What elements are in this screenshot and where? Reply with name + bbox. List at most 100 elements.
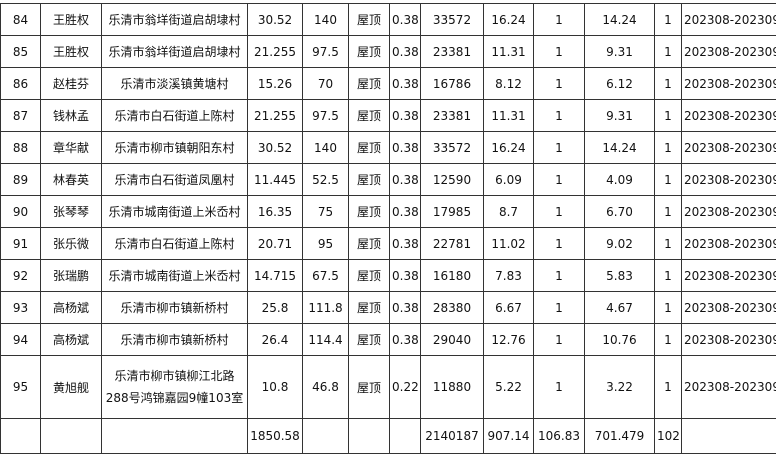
- table-cell: 202308-202309: [681, 163, 776, 196]
- table-cell: 10.8: [247, 355, 303, 419]
- table-cell: 15.26: [247, 67, 303, 100]
- table-cell: 1: [533, 35, 585, 68]
- table-cell: 黄旭舰: [40, 355, 102, 419]
- table-cell: 1: [533, 227, 585, 260]
- table-cell: 屋顶: [348, 259, 390, 292]
- table-cell: 85: [0, 35, 41, 68]
- table-cell: 202308-202309: [681, 259, 776, 292]
- table-cell: 102.79: [654, 418, 682, 454]
- table-cell: 2140187: [420, 418, 484, 454]
- table-cell: 1: [533, 195, 585, 228]
- table-cell: 1: [533, 67, 585, 100]
- table-row: 92 张瑞鹏 乐清市城南街道上米岙村 14.715 67.5 屋顶 0.38 16180 7.8…: [0, 259, 776, 292]
- table-cell: 11.31: [483, 35, 534, 68]
- table-row: 84 王胜权 乐清市翁垟街道启胡埭村 30.52 140 屋顶 0.38 33572 16.24…: [0, 3, 776, 36]
- table-cell: 0.38: [389, 99, 421, 132]
- table-cell: 94: [0, 323, 41, 356]
- table-cell: 92: [0, 259, 41, 292]
- table-cell: 1: [654, 163, 682, 196]
- table-cell: 1: [654, 323, 682, 356]
- table-cell: 701.479: [584, 418, 655, 454]
- table-cell: 86: [0, 67, 41, 100]
- table-cell: 4.67: [584, 291, 655, 324]
- table-cell: 0.38: [389, 227, 421, 260]
- table-row: 93 高杨斌 乐清市柳市镇新桥村 25.8 111.8 屋顶 0.38 28380 6.67 1 4…: [0, 291, 776, 324]
- table-cell: 11.31: [483, 99, 534, 132]
- table-cell: 14.715: [247, 259, 303, 292]
- table-cell: 140: [302, 131, 349, 164]
- table-cell: 1: [654, 195, 682, 228]
- table-cell: 1: [654, 3, 682, 36]
- table-cell: 17985: [420, 195, 484, 228]
- table-cell: 202308-202309: [681, 35, 776, 68]
- table-cell: 202308-202309: [681, 131, 776, 164]
- table-cell: 202308-202309: [681, 195, 776, 228]
- table-cell: 9.31: [584, 35, 655, 68]
- table-row: 87 钱林孟 乐清市白石街道上陈村 21.255 97.5 屋顶 0.38 23381 11.3…: [0, 99, 776, 132]
- table-row: 95 黄旭舰 乐清市柳市镇柳江北路288号鸿锦嘉园9幢103室 10.8 46.8 屋顶 0…: [0, 355, 776, 419]
- table-cell: 202308-202309: [681, 323, 776, 356]
- table-cell: 4.09: [584, 163, 655, 196]
- table-cell: 屋顶: [348, 323, 390, 356]
- table-cell: 1: [533, 3, 585, 36]
- table-cell: 5.83: [584, 259, 655, 292]
- table-cell: 高杨斌: [40, 323, 102, 356]
- table-cell: 21.255: [247, 99, 303, 132]
- table-cell: 1: [654, 99, 682, 132]
- table-cell: 25.8: [247, 291, 303, 324]
- table-cell: 1: [654, 227, 682, 260]
- table-cell: 907.14: [483, 418, 534, 454]
- table-cell: 乐清市白石街道上陈村: [101, 99, 248, 132]
- table-cell: 14.24: [584, 3, 655, 36]
- table-row: 90 张琴琴 乐清市城南街道上米岙村 16.35 75 屋顶 0.38 17985 8.7 1 6.…: [0, 195, 776, 228]
- table-cell: 90: [0, 195, 41, 228]
- table-cell: 7.83: [483, 259, 534, 292]
- table-cell: 屋顶: [348, 195, 390, 228]
- table-cell: 9.02: [584, 227, 655, 260]
- table-cell: 屋顶: [348, 67, 390, 100]
- table-cell: 75: [302, 195, 349, 228]
- table-cell: 张乐微: [40, 227, 102, 260]
- table-cell: 88: [0, 131, 41, 164]
- table-cell: 屋顶: [348, 99, 390, 132]
- table-cell: 王胜权: [40, 3, 102, 36]
- table-cell: 9.31: [584, 99, 655, 132]
- table-cell: 乐清市翁垟街道启胡埭村: [101, 3, 248, 36]
- table-cell: 202308-202309: [681, 3, 776, 36]
- table-cell: 114.4: [302, 323, 349, 356]
- table-cell: 章华献: [40, 131, 102, 164]
- table-row: 88 章华献 乐清市柳市镇朝阳东村 30.52 140 屋顶 0.38 33572 16.24 1…: [0, 131, 776, 164]
- table-cell: 0.38: [389, 323, 421, 356]
- table-row: 85 王胜权 乐清市翁垟街道启胡埭村 21.255 97.5 屋顶 0.38 23381 11.…: [0, 35, 776, 68]
- table-cell: 1: [533, 259, 585, 292]
- table-cell: 202308-202309: [681, 227, 776, 260]
- table-cell: 30.52: [247, 131, 303, 164]
- table-cell: 202308-202309: [681, 99, 776, 132]
- table-cell: 1: [654, 291, 682, 324]
- table-row: 86 赵桂芬 乐清市淡溪镇黄塘村 15.26 70 屋顶 0.38 16786 8.12 1 6.1…: [0, 67, 776, 100]
- table-cell: 97.5: [302, 35, 349, 68]
- table-cell: 52.5: [302, 163, 349, 196]
- table-cell: 张瑞鹏: [40, 259, 102, 292]
- table-cell: 84: [0, 3, 41, 36]
- table-cell: 赵桂芬: [40, 67, 102, 100]
- table-cell: 16786: [420, 67, 484, 100]
- table-cell: 111.8: [302, 291, 349, 324]
- table-cell: 0.38: [389, 67, 421, 100]
- table-cell: 0.38: [389, 259, 421, 292]
- table-cell: 屋顶: [348, 131, 390, 164]
- data-table: 84 王胜权 乐清市翁垟街道启胡埭村 30.52 140 屋顶 0.38 33572 16.24…: [0, 3, 776, 454]
- table-cell: 6.09: [483, 163, 534, 196]
- table-cell: 1: [533, 163, 585, 196]
- table-cell: 23381: [420, 35, 484, 68]
- table-cell: 0.38: [389, 3, 421, 36]
- table-cell: 87: [0, 99, 41, 132]
- table-cell: 106.83: [533, 418, 585, 454]
- table-cell: 0.38: [389, 291, 421, 324]
- table-cell: 高杨斌: [40, 291, 102, 324]
- table-cell: 屋顶: [348, 355, 390, 419]
- table-cell: 202308-202309: [681, 355, 776, 419]
- table-cell: 乐清市城南街道上米岙村: [101, 259, 248, 292]
- table-cell: 11.445: [247, 163, 303, 196]
